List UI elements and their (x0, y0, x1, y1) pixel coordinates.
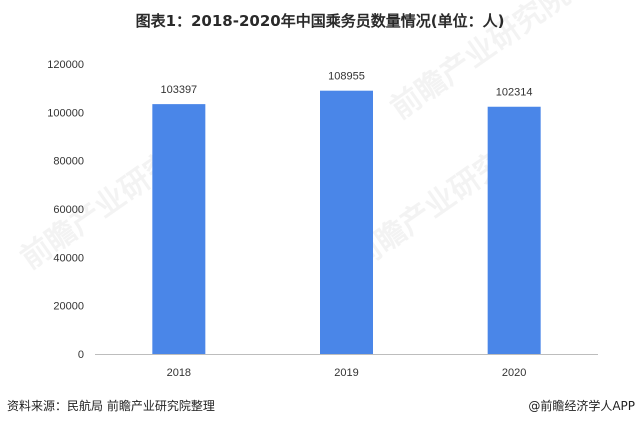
x-tick-label: 2020 (502, 367, 526, 379)
y-tick-label: 100000 (47, 107, 84, 119)
x-axis: 2018 2019 2020 (167, 367, 527, 379)
bar-2019 (320, 90, 373, 355)
bars (152, 90, 541, 355)
y-tick-label: 40000 (53, 252, 84, 264)
y-tick-label: 120000 (47, 59, 84, 71)
data-label-2019: 108955 (328, 71, 365, 83)
data-label-2018: 103397 (160, 84, 197, 96)
y-tick-label: 20000 (53, 301, 84, 313)
bar-2020 (487, 106, 541, 354)
data-label-2020: 102314 (496, 87, 533, 99)
x-tick-label: 2018 (167, 367, 191, 379)
y-tick-label: 0 (78, 349, 84, 361)
y-tick-label: 60000 (53, 204, 84, 216)
y-axis: 0 20000 40000 60000 80000 100000 120000 (47, 59, 84, 361)
bar-2018 (152, 104, 206, 354)
chart-title: 图表1：2018-2020年中国乘务员数量情况(单位：人) (136, 12, 505, 30)
x-tick-label: 2019 (334, 367, 358, 379)
source-note: 资料来源：民航局 前瞻产业研究院整理 (7, 399, 215, 413)
credit-note: @前瞻经济学人APP (528, 399, 635, 413)
y-tick-label: 80000 (53, 156, 84, 168)
data-labels: 103397 108955 102314 (160, 71, 532, 99)
